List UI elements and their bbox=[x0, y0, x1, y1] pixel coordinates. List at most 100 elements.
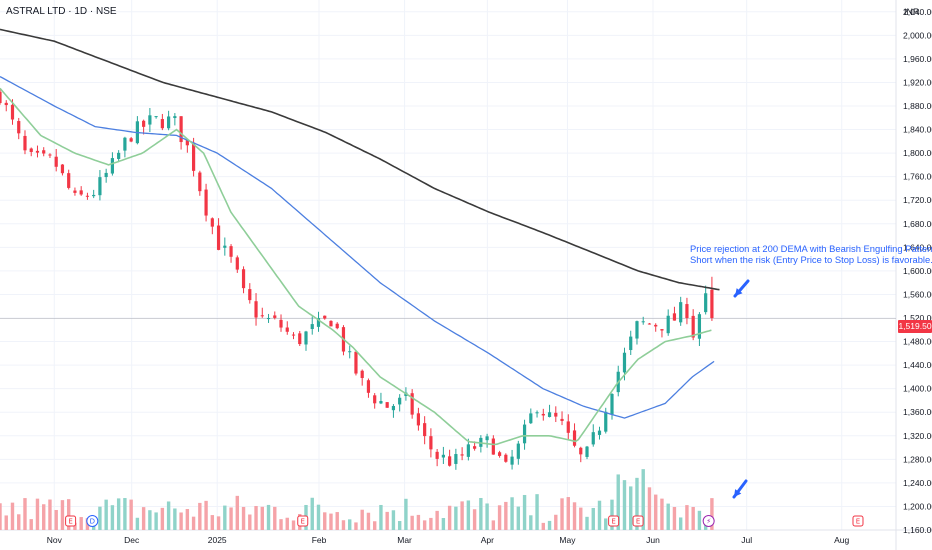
candle-body bbox=[179, 116, 183, 143]
candle-body bbox=[360, 370, 364, 379]
volume-bar bbox=[279, 519, 283, 530]
volume-bar bbox=[60, 500, 65, 530]
candle-body bbox=[685, 304, 689, 319]
volume-bar bbox=[10, 502, 15, 530]
volume-bar bbox=[348, 519, 352, 530]
volume-bar bbox=[335, 512, 339, 530]
candle-body bbox=[173, 116, 177, 119]
volume-bar bbox=[366, 512, 371, 530]
y-tick-label: 1,440.00 bbox=[903, 360, 932, 370]
currency-label[interactable]: INR bbox=[904, 7, 920, 17]
event-icon: E bbox=[856, 518, 860, 526]
candlesticks bbox=[0, 89, 714, 470]
volume-bar bbox=[647, 487, 652, 530]
candle-body bbox=[522, 424, 527, 444]
y-axis: 2,040.00 2,000.00 1,960.00 1,920.00 1,880.00… bbox=[903, 7, 932, 535]
candle-body bbox=[535, 412, 539, 414]
volume-bar bbox=[323, 512, 327, 530]
volume-bar bbox=[66, 499, 71, 530]
volume-bar bbox=[316, 504, 321, 530]
x-tick-label: Jun bbox=[646, 535, 660, 545]
candle-body bbox=[704, 293, 708, 313]
candle-body bbox=[435, 451, 439, 459]
candle-body bbox=[210, 218, 214, 227]
candle-body bbox=[398, 397, 402, 405]
volume-bar bbox=[510, 497, 514, 530]
volume-bar bbox=[329, 513, 333, 530]
volume-bar bbox=[266, 504, 271, 530]
candle-body bbox=[204, 189, 208, 216]
volume-bar bbox=[416, 514, 421, 530]
candle-body bbox=[541, 413, 545, 416]
volume-bar bbox=[685, 505, 689, 530]
candle-body bbox=[285, 327, 289, 332]
candle-body bbox=[198, 172, 202, 192]
candle-body bbox=[304, 331, 308, 345]
candle-body bbox=[510, 456, 514, 465]
event-icon: E bbox=[636, 518, 640, 526]
candle-body bbox=[0, 91, 2, 104]
volume-bar bbox=[372, 521, 377, 530]
candle-body bbox=[654, 324, 658, 327]
candle-body bbox=[579, 447, 583, 455]
volume-bar bbox=[191, 516, 196, 530]
candle-body bbox=[572, 430, 577, 446]
volume-bar bbox=[29, 519, 33, 530]
volume-bar bbox=[529, 515, 533, 530]
ema-lines bbox=[0, 28, 720, 446]
candle-body bbox=[660, 329, 664, 331]
y-tick-label: 1,360.00 bbox=[903, 407, 932, 417]
candle-body bbox=[254, 301, 258, 318]
candle-body bbox=[142, 120, 146, 127]
volume-bar bbox=[160, 507, 165, 530]
candle-body bbox=[23, 135, 27, 151]
candle-body bbox=[710, 289, 714, 318]
volume-bar bbox=[379, 504, 383, 530]
volume-arrow-head bbox=[734, 489, 742, 497]
volume-bar bbox=[479, 497, 483, 530]
volume-bar bbox=[666, 503, 670, 530]
earnings-marker bbox=[852, 515, 864, 527]
volume-bar bbox=[385, 511, 389, 530]
volume-bar bbox=[116, 498, 121, 530]
x-axis: Nov Dec 2025 Feb Mar Apr May Jun Jul Aug bbox=[47, 535, 850, 545]
y-tick-label: 2,000.00 bbox=[903, 30, 932, 40]
volume-bar bbox=[604, 518, 608, 530]
earnings-marker bbox=[632, 515, 644, 527]
volume-bar bbox=[291, 520, 296, 530]
symbol-title: ASTRAL LTD · 1D · NSE bbox=[6, 6, 117, 17]
event-markers[interactable]: E D E E E ⚡ E bbox=[65, 515, 864, 527]
volume-bar bbox=[4, 515, 8, 530]
volume-bar bbox=[341, 520, 346, 530]
candle-body bbox=[148, 115, 152, 125]
volume-bar bbox=[660, 498, 664, 530]
candle-body bbox=[248, 289, 252, 301]
candle-body bbox=[423, 423, 427, 437]
y-tick-label: 1,880.00 bbox=[903, 101, 932, 111]
volume-bar bbox=[210, 515, 215, 530]
volume-bar bbox=[204, 500, 208, 530]
y-tick-label: 2,040.00 bbox=[903, 7, 932, 17]
volume-bar bbox=[229, 507, 233, 530]
event-icon: E bbox=[301, 518, 305, 526]
volume-bar bbox=[135, 517, 140, 530]
volume-bar bbox=[248, 514, 252, 530]
volume-bar bbox=[391, 510, 396, 530]
candle-body bbox=[460, 454, 464, 456]
event-icon: ⚡ bbox=[706, 518, 711, 526]
split-marker bbox=[702, 515, 715, 527]
candle-body bbox=[273, 315, 277, 318]
volume-bar bbox=[472, 509, 477, 530]
candle-body bbox=[10, 104, 15, 120]
candle-body bbox=[167, 116, 171, 129]
y-tick-label: 1,160.00 bbox=[903, 525, 932, 535]
volume-bar bbox=[504, 501, 508, 530]
candle-body bbox=[60, 164, 65, 174]
candle-body bbox=[485, 436, 489, 441]
candle-body bbox=[123, 137, 127, 151]
volume-bars bbox=[0, 469, 714, 530]
candle-body bbox=[104, 172, 108, 178]
y-tick-label: 1,840.00 bbox=[903, 125, 932, 135]
candle-body bbox=[366, 380, 371, 393]
